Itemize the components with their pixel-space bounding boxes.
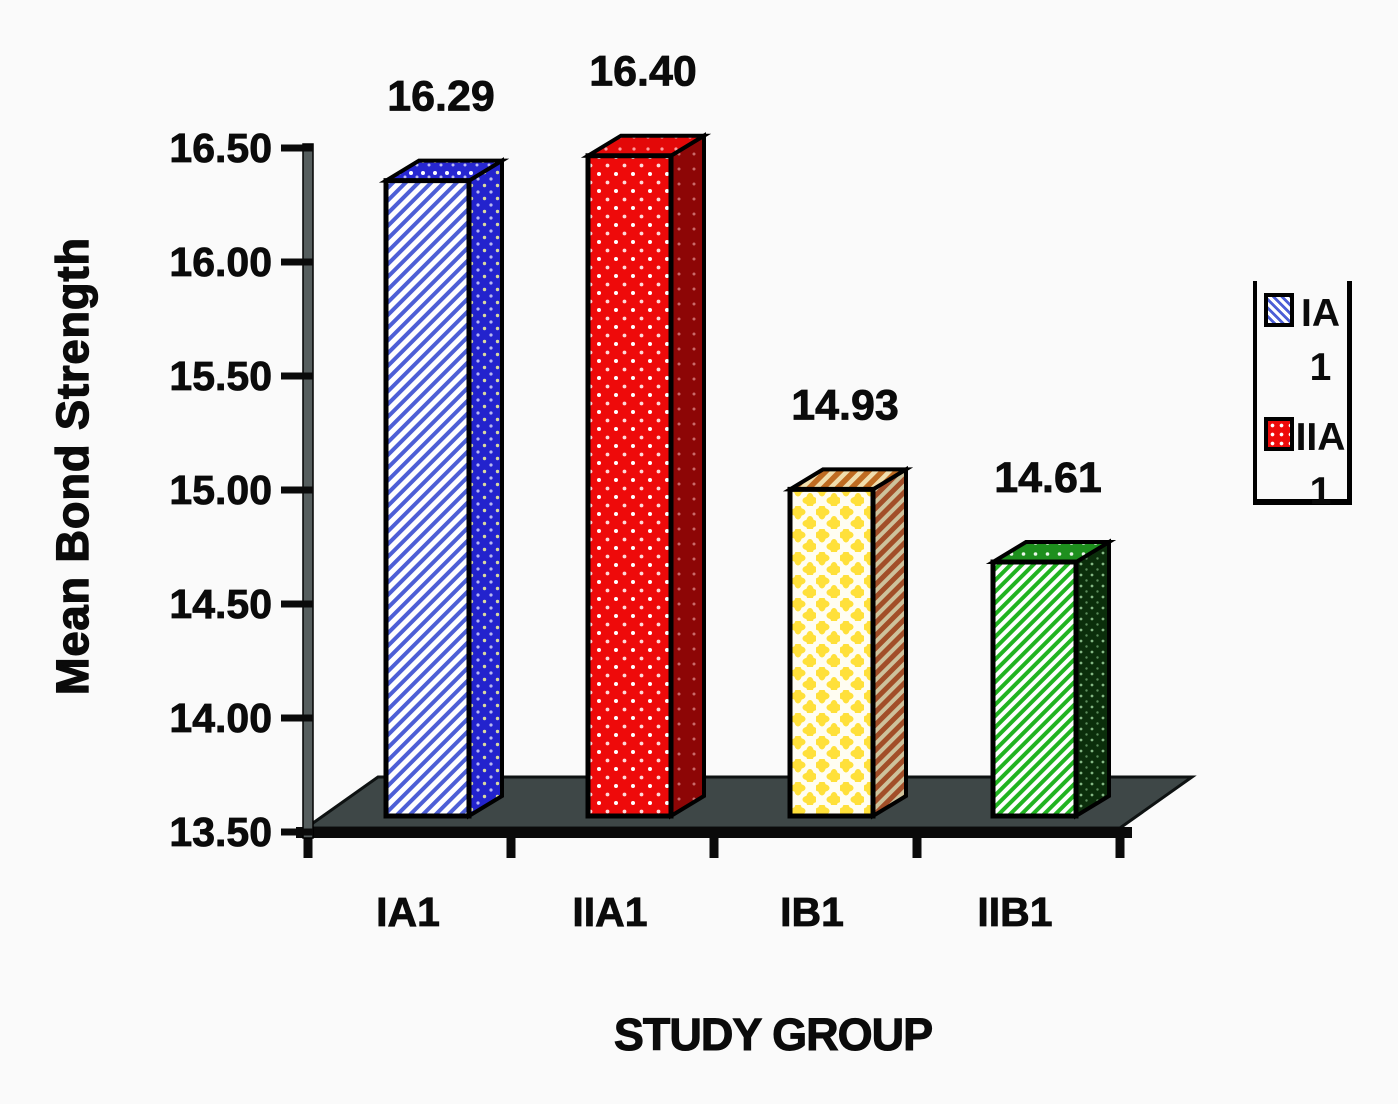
bar-IB1-front-face — [787, 486, 876, 819]
y-tick-label-1: 16.00 — [169, 239, 272, 285]
x-axis-title: STUDY GROUP — [614, 1009, 932, 1060]
x-axis-tick-3 — [912, 827, 922, 858]
x-axis-tick-4 — [1115, 827, 1125, 858]
bar-IIA1-front-face — [585, 153, 674, 819]
bar-IA1-front-face — [383, 178, 472, 819]
bar-value-label-0: 16.29 — [387, 73, 495, 121]
legend: IA 1 IIA 1 — [1253, 281, 1352, 513]
legend-swatch-red-dots-icon — [1264, 417, 1294, 451]
y-axis-title: Mean Bond Strength — [47, 237, 98, 695]
category-label-3: IIB1 — [977, 889, 1052, 935]
bar-value-label-3: 14.61 — [994, 454, 1102, 502]
bar-IB1-side-face — [871, 465, 908, 820]
category-label-2: IB1 — [780, 889, 844, 935]
category-label-1: IIA1 — [572, 889, 647, 935]
bar-IIB1-front-face — [990, 559, 1079, 819]
bar-value-label-1: 16.40 — [589, 48, 697, 96]
y-tick-label-0: 16.50 — [169, 125, 272, 171]
y-tick-label-6: 13.50 — [169, 809, 272, 855]
y-tick-label-2: 15.50 — [169, 353, 272, 399]
y-tick-label-4: 14.50 — [169, 581, 272, 627]
x-axis-tick-2 — [709, 827, 719, 858]
legend-item-ia1: IA 1 — [1264, 287, 1347, 395]
legend-swatch-blue-hatch-icon — [1264, 293, 1294, 327]
legend-label: IIA 1 — [1295, 416, 1346, 513]
y-tick-label-5: 14.00 — [169, 695, 272, 741]
x-axis-tick-1 — [506, 827, 516, 858]
bar-value-label-2: 14.93 — [791, 381, 899, 429]
legend-label: IA 1 — [1301, 292, 1340, 389]
y-tick-label-3: 15.00 — [169, 467, 272, 513]
category-label-0: IA1 — [376, 889, 440, 935]
legend-item-iia1: IIA 1 — [1264, 411, 1347, 519]
bar-IA1-side-face — [467, 157, 504, 820]
bars-layer — [378, 132, 1117, 820]
bar-IIA1-side-face — [669, 132, 706, 820]
x-axis-tick-0 — [303, 827, 313, 858]
bar-IIB1-side-face — [1074, 538, 1111, 820]
